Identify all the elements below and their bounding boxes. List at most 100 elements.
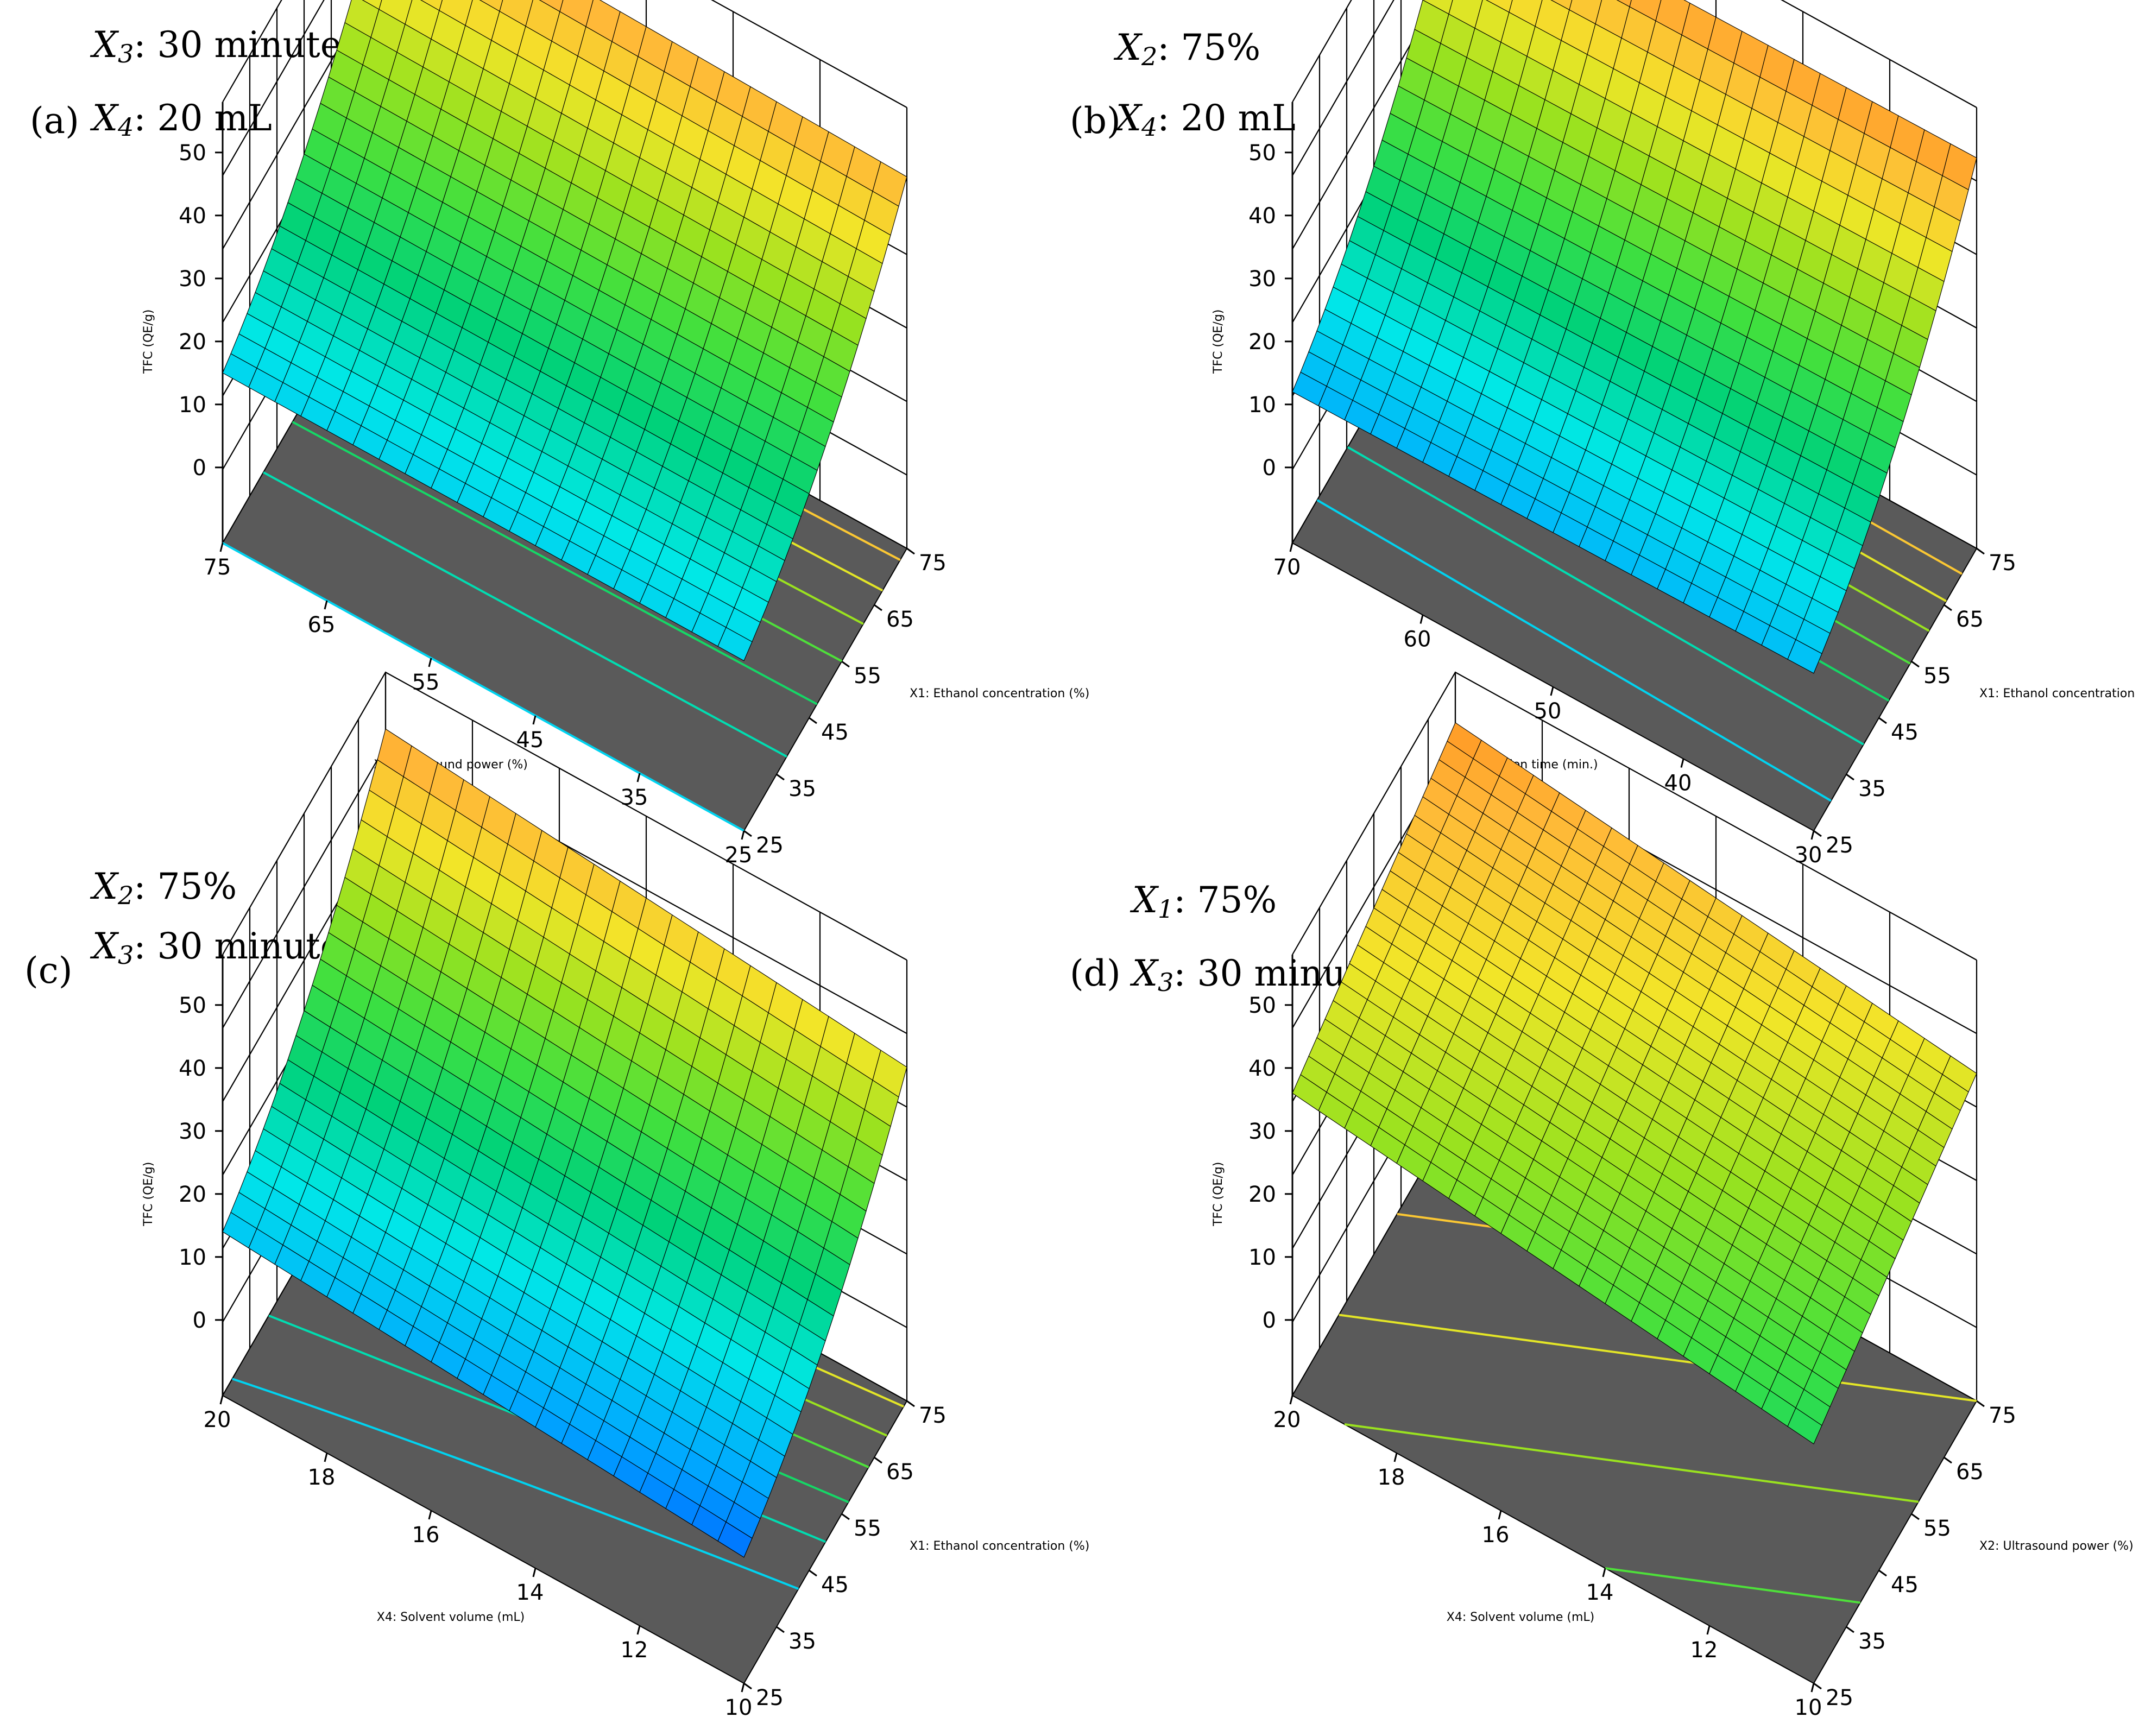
surface-plot: 0 10 20 30 40 50 TFC (QE/g) 25 35 45 55 65 75 X1: Eth… [142, 0, 1089, 868]
condition-label: X4: 20 mL [92, 100, 272, 140]
condition-var: X [1132, 879, 1158, 921]
condition-sub: 2 [118, 881, 134, 910]
y-tick-mark [741, 1683, 745, 1693]
condition-var: X [1132, 952, 1158, 994]
x-tick-label: 75 [1989, 1403, 2016, 1428]
x-tick-mark [776, 1626, 785, 1633]
x-axis-label: X1: Ethanol concentration (%) [1979, 687, 2139, 700]
y-tick-label: 14 [1586, 1580, 1614, 1605]
x-tick-mark [1911, 660, 1920, 668]
y-tick-label: 50 [1534, 699, 1562, 724]
y-tick-mark [428, 1510, 432, 1520]
panel-label: (b) [1070, 100, 1121, 142]
z-tick-label: 30 [1248, 1119, 1276, 1144]
response-surface [222, 0, 907, 661]
chart-panel: X3: 30 minutes X4: 20 mL (a) 0 10 20 30 40 50 TFC… [0, 0, 1089, 868]
response-surface [1292, 0, 1977, 674]
z-tick-label: 40 [179, 1056, 206, 1081]
chart-panel: X2: 75% X3: 30 minutes (c) 0 10 20 30 40 50 TFC (… [0, 671, 1089, 1720]
x-tick-mark [809, 1569, 817, 1577]
x-tick-mark [1944, 1456, 1952, 1464]
x-tick-label: 35 [1858, 777, 1886, 801]
z-tick-label: 10 [179, 1245, 206, 1270]
condition-var: X [1116, 97, 1141, 139]
contour-line [232, 1378, 799, 1590]
x-tick-label: 25 [756, 833, 784, 858]
condition-sub: 3 [1158, 968, 1174, 997]
y-tick-label: 12 [621, 1638, 648, 1663]
y-tick-mark [324, 600, 328, 610]
y-tick-label: 30 [1795, 843, 1822, 868]
x-tick-mark [906, 1400, 915, 1407]
x-tick-label: 25 [1826, 833, 1853, 858]
contour-line [1339, 1314, 1977, 1402]
condition-sub: 4 [1141, 112, 1158, 142]
y-tick-label: 12 [1690, 1638, 1718, 1663]
x-axis-label: X2: Ultrasound power (%) [1979, 1539, 2134, 1553]
z-tick-label: 0 [1263, 456, 1276, 481]
x-tick-label: 45 [1891, 720, 1919, 745]
x-tick-mark [1813, 1682, 1822, 1690]
x-tick-label: 35 [788, 777, 816, 801]
grid-line [222, 0, 907, 108]
y-tick-label: 10 [1795, 1695, 1822, 1720]
y-tick-mark [1289, 1395, 1294, 1405]
y-tick-label: 65 [308, 613, 336, 637]
y-tick-label: 55 [412, 670, 440, 695]
condition-sub: 4 [118, 112, 134, 142]
response-surface [222, 728, 907, 1558]
condition-label: X2: 75% [92, 869, 237, 908]
surface-cell [1787, 1407, 1822, 1445]
condition-label: X3: 30 minutes [92, 24, 360, 68]
x-tick-label: 55 [1923, 1516, 1951, 1541]
x-tick-mark [874, 1456, 882, 1464]
condition-sub: 3 [118, 39, 134, 68]
y-tick-mark [1680, 759, 1684, 768]
contour-line [1347, 446, 1864, 746]
y-tick-mark [219, 1395, 224, 1405]
x-tick-mark [841, 1513, 850, 1520]
y-tick-mark [1498, 1510, 1502, 1520]
grid-line [1292, 0, 1977, 108]
z-tick-label: 50 [1248, 993, 1276, 1018]
z-tick-label: 30 [179, 1119, 206, 1144]
surface-cell [362, 0, 382, 10]
panel-label: (c) [24, 950, 73, 992]
x-tick-label: 45 [821, 720, 849, 745]
x-tick-mark [1846, 1626, 1854, 1633]
x-tick-label: 75 [1989, 551, 2016, 576]
y-tick-mark [1810, 830, 1815, 840]
condition-var: X [92, 866, 118, 907]
surface-cell [717, 1522, 753, 1558]
y-tick-label: 20 [1273, 1407, 1301, 1432]
y-tick-mark [532, 715, 537, 725]
y-axis-label: X4: Solvent volume (mL) [377, 1611, 525, 1624]
y-tick-mark [1706, 1625, 1711, 1635]
z-axis-label: TFC (QE/g) [142, 310, 155, 374]
condition-value: : 20 mL [1157, 97, 1296, 139]
y-tick-label: 40 [1664, 771, 1692, 796]
z-tick-label: 10 [1248, 393, 1276, 418]
y-tick-mark [324, 1453, 328, 1462]
surface-plot: 0 10 20 30 40 50 TFC (QE/g) 25 35 45 55 65 75 X1: Eth… [142, 671, 1089, 1720]
condition-value: : 75% [1173, 879, 1277, 921]
z-tick-label: 20 [1248, 330, 1276, 355]
grid-line [1292, 671, 1977, 961]
contour-line [263, 471, 787, 758]
condition-var: X [92, 24, 118, 66]
x-tick-mark [1944, 604, 1952, 611]
x-tick-label: 65 [1956, 607, 1984, 632]
z-tick-label: 50 [179, 993, 206, 1018]
z-axis-label: TFC (QE/g) [1212, 310, 1225, 374]
x-tick-label: 65 [1956, 1460, 1984, 1485]
y-tick-label: 75 [204, 555, 231, 580]
x-tick-label: 75 [919, 551, 947, 576]
contour-line [222, 542, 744, 832]
y-tick-mark [1810, 1683, 1815, 1693]
z-tick-label: 20 [1248, 1182, 1276, 1207]
y-axis-label: X4: Solvent volume (mL) [1447, 1611, 1594, 1624]
z-tick-label: 40 [1248, 204, 1276, 229]
y-tick-mark [741, 830, 745, 840]
y-tick-label: 60 [1404, 627, 1431, 652]
x-tick-mark [841, 660, 850, 668]
